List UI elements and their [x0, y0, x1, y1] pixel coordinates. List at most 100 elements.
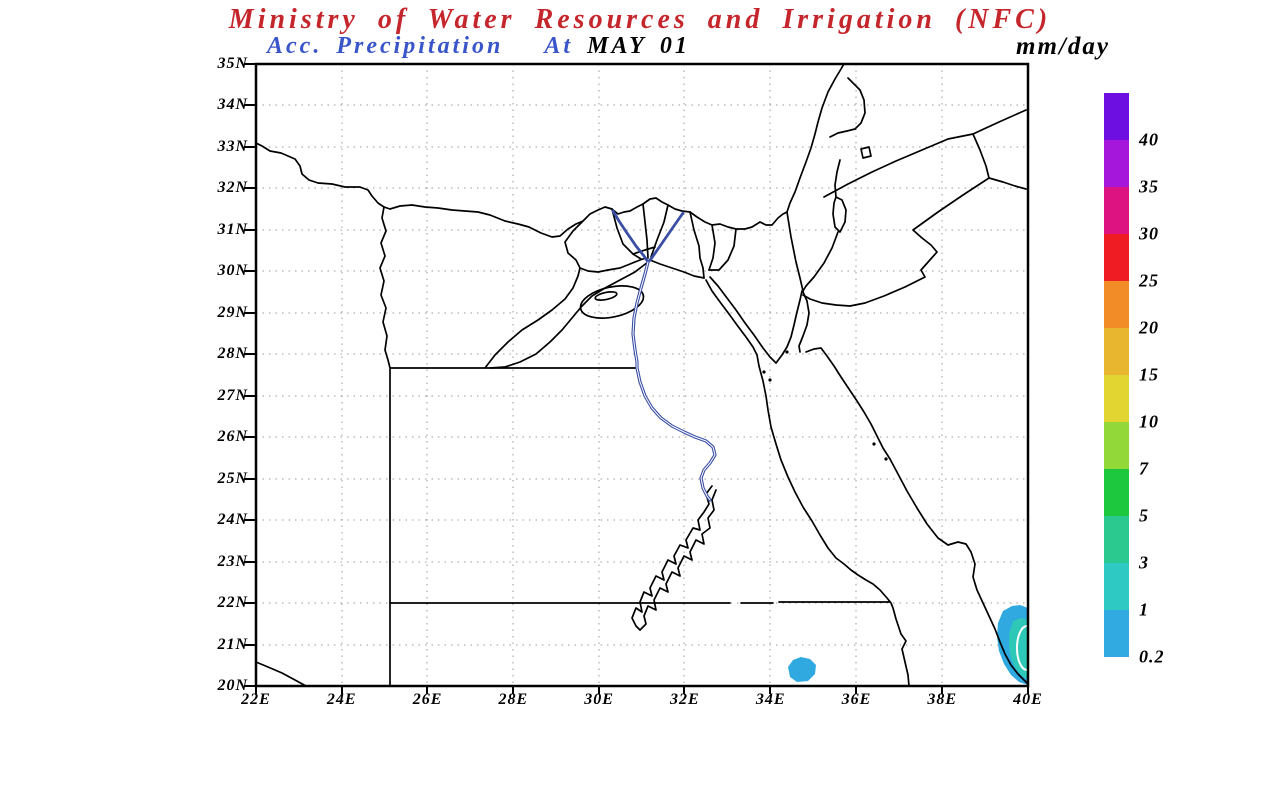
fayoum-depression	[579, 285, 645, 319]
grid-lines	[256, 64, 1028, 686]
lon-label-34E: 34E	[755, 691, 786, 708]
colorbar-segment-0.2	[1104, 610, 1129, 657]
arava-border	[802, 231, 839, 292]
colorbar-level-15: 15	[1139, 364, 1159, 385]
plot-frame	[244, 62, 1030, 694]
lon-label-32E: 32E	[670, 691, 700, 708]
nile-main-stem	[631, 260, 717, 502]
governorate-line-to-suez	[649, 259, 705, 279]
delta-boundary-5	[708, 224, 716, 271]
lon-label-22E: 22E	[241, 691, 271, 708]
colorbar-segment-5	[1104, 469, 1129, 516]
precip-spot-south	[788, 657, 816, 682]
colorbar-segment-1	[1104, 563, 1129, 610]
latitude-ticks	[244, 63, 256, 687]
lat-label-29N: 29N	[217, 303, 248, 321]
colorbar-level-10: 10	[1139, 411, 1159, 432]
lat-label-31N: 31N	[217, 220, 248, 238]
coastlines-and-borders	[256, 64, 1028, 686]
iraq-saudi-border	[988, 177, 1027, 190]
colorbar-level-3: 3	[1139, 552, 1149, 573]
governorate-curve-west	[484, 257, 647, 369]
sinai-west-shore	[709, 276, 777, 364]
colorbar-level-1: 1	[1139, 599, 1149, 620]
colorbar-segment-10	[1104, 375, 1129, 422]
beheira-boundary	[564, 220, 584, 269]
lat-label-24N: 24N	[217, 511, 248, 529]
nile-damietta-branch	[646, 211, 685, 264]
page-title: Ministry of Water Resources and Irrigati…	[228, 4, 1052, 35]
lat-label-35N: 35N	[217, 55, 248, 72]
jordan-iraq-border	[972, 133, 990, 179]
colorbar-segment-30	[1104, 187, 1129, 234]
lat-label-25N: 25N	[217, 469, 248, 487]
lat-label-23N: 23N	[217, 552, 248, 570]
colorbar-segment-7	[1104, 422, 1129, 469]
colorbar-level-35: 35	[1139, 176, 1159, 197]
lon-label-24E: 24E	[326, 691, 357, 708]
colorbar	[1104, 93, 1129, 657]
red-sea-west-coast	[705, 279, 910, 686]
delta-boundary-6	[708, 228, 737, 271]
colorbar-level-7: 7	[1139, 458, 1149, 479]
lat-label-30N: 30N	[217, 262, 248, 280]
nile-river	[611, 209, 717, 502]
colorbar-segment-25	[1104, 234, 1129, 281]
sinai-east-shore	[775, 290, 803, 364]
subtitle-date: MAY 01	[587, 33, 690, 59]
jordan-saudi-border	[802, 177, 990, 307]
lon-label-30E: 30E	[584, 691, 614, 708]
subtitle: Acc. Precipitation At MAY 01	[267, 33, 690, 60]
lat-label-32N: 32N	[217, 179, 248, 197]
colorbar-level-0.2: 0.2	[1139, 646, 1165, 667]
israel-egypt-border	[786, 211, 804, 292]
lat-label-26N: 26N	[217, 428, 248, 446]
libya-border-25e	[379, 206, 391, 686]
lat-label-21N: 21N	[217, 635, 248, 653]
lon-label-26E: 26E	[412, 691, 443, 708]
lat-label-33N: 33N	[217, 137, 248, 155]
suez-canal-line	[689, 211, 705, 279]
colorbar-level-25: 25	[1139, 270, 1159, 291]
southwest-border-line	[256, 661, 307, 686]
colorbar-segment-35	[1104, 140, 1129, 187]
saudi-red-sea-coast	[805, 347, 1028, 686]
lake-qarun	[594, 291, 618, 301]
colorbar-segment-15	[1104, 328, 1129, 375]
precipitation-areas	[788, 605, 1028, 685]
colorbar-level-20: 20	[1139, 317, 1159, 338]
lat-label-22N: 22N	[217, 594, 248, 612]
lon-label-40E: 40E	[1013, 691, 1043, 708]
colorbar-level-5: 5	[1139, 505, 1149, 526]
lon-label-36E: 36E	[841, 691, 872, 708]
colorbar-level-40: 40	[1139, 129, 1159, 150]
units-label: mm/day	[1016, 33, 1110, 60]
governorate-curve-lower	[489, 261, 649, 369]
lat-label-20N: 20N	[217, 677, 248, 694]
gulf-aqaba-east-shore	[798, 291, 810, 353]
mediterranean-coast	[256, 64, 845, 238]
nile-centerline	[632, 261, 716, 501]
delta-boundary-1	[611, 208, 642, 260]
lake-nasser-east-shore	[639, 489, 717, 631]
lat-label-27N: 27N	[217, 386, 248, 404]
subtitle-product: Acc. Precipitation	[267, 33, 504, 59]
longitude-ticks	[255, 686, 1029, 694]
precip-area-southeast-core	[1009, 618, 1028, 679]
subtitle-at: At	[544, 33, 574, 59]
colorbar-segment-3	[1104, 516, 1129, 563]
lon-label-38E: 38E	[927, 691, 958, 708]
red-sea-islands	[762, 350, 888, 461]
nile-rosetta-branch	[611, 209, 650, 264]
galilee-shape	[860, 146, 872, 159]
lon-label-28E: 28E	[498, 691, 529, 708]
colorbar-segment-20	[1104, 281, 1129, 328]
delta-boundary-4	[632, 246, 656, 255]
sudan-border-22n	[389, 601, 891, 604]
lebanon-border	[829, 77, 866, 138]
colorbar-segment-40	[1104, 93, 1129, 140]
lat-label-34N: 34N	[217, 96, 248, 114]
syria-jordan-border	[823, 109, 1027, 198]
dead-sea	[832, 196, 847, 233]
